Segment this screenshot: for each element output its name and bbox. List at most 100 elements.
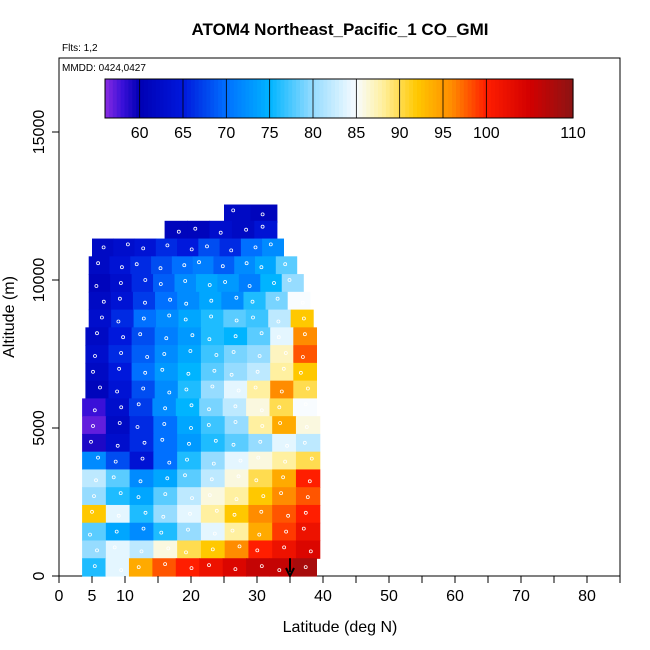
heat-cell bbox=[153, 433, 178, 453]
sample-point bbox=[298, 370, 303, 375]
sample-point bbox=[189, 403, 194, 408]
heat-cell bbox=[108, 327, 133, 346]
heat-cell bbox=[260, 274, 283, 293]
heat-cell bbox=[82, 540, 107, 559]
sample-point bbox=[302, 440, 307, 445]
sample-point bbox=[277, 568, 282, 572]
sample-point bbox=[189, 247, 194, 252]
heat-cell bbox=[200, 487, 226, 506]
colorbar-swatch bbox=[491, 79, 496, 118]
heat-cell bbox=[82, 398, 107, 417]
sample-point bbox=[233, 404, 238, 409]
heat-cell bbox=[129, 433, 154, 453]
colorbar-swatch bbox=[198, 79, 204, 118]
heat-cell bbox=[200, 433, 226, 453]
sample-point bbox=[136, 495, 141, 500]
heat-cell bbox=[200, 380, 225, 399]
sample-point bbox=[113, 459, 118, 464]
heat-cell bbox=[246, 398, 271, 417]
colorbar-swatch bbox=[506, 79, 512, 118]
sample-point bbox=[236, 388, 241, 393]
heat-cell bbox=[177, 416, 202, 435]
heat-cell bbox=[82, 522, 107, 542]
heat-cell bbox=[240, 238, 263, 257]
heat-cell bbox=[177, 487, 202, 506]
heat-cell bbox=[200, 345, 225, 364]
sample-point bbox=[119, 405, 124, 410]
sample-point bbox=[207, 407, 211, 412]
colorbar-tick-label: 75 bbox=[261, 125, 279, 142]
heat-cell bbox=[268, 309, 292, 328]
colorbar-swatch bbox=[350, 79, 356, 118]
heat-cell bbox=[224, 380, 248, 399]
sample-point bbox=[277, 405, 282, 410]
sample-point bbox=[233, 334, 238, 339]
sample-point bbox=[158, 266, 163, 271]
colorbar-swatch bbox=[272, 79, 278, 118]
heat-cell bbox=[177, 238, 199, 257]
heat-cell bbox=[224, 487, 250, 506]
heat-cell bbox=[265, 291, 289, 311]
heat-cell bbox=[85, 327, 110, 346]
sample-point bbox=[230, 528, 235, 533]
heat-cell bbox=[128, 398, 153, 417]
sample-point bbox=[167, 460, 172, 465]
sample-point bbox=[164, 336, 169, 341]
sample-point bbox=[100, 315, 104, 320]
sample-point bbox=[247, 284, 252, 288]
heat-cell bbox=[130, 256, 152, 275]
colorbar-swatch bbox=[311, 79, 317, 118]
x-tick-label: 60 bbox=[446, 588, 464, 605]
sample-point bbox=[259, 509, 264, 514]
sample-point bbox=[95, 548, 99, 553]
sample-point bbox=[159, 530, 164, 535]
heat-cell bbox=[272, 416, 297, 435]
heat-cell bbox=[131, 274, 154, 293]
colorbar-swatch bbox=[405, 79, 410, 118]
colorbar-swatch bbox=[362, 79, 367, 118]
heat-cell bbox=[153, 504, 178, 524]
sample-point bbox=[138, 332, 143, 337]
sample-point bbox=[234, 318, 239, 323]
sample-point bbox=[163, 562, 168, 566]
heat-cell bbox=[105, 451, 131, 471]
colorbar-swatch bbox=[561, 79, 566, 118]
heat-cell bbox=[177, 540, 202, 559]
heat-cell bbox=[272, 451, 297, 471]
heat-cell bbox=[153, 274, 176, 293]
sample-point bbox=[161, 514, 166, 519]
sample-point bbox=[272, 281, 276, 285]
heat-cell bbox=[177, 345, 202, 364]
heat-cell bbox=[88, 309, 112, 328]
colorbar-swatch bbox=[186, 79, 192, 118]
heat-cell bbox=[272, 540, 297, 559]
colorbar-swatch bbox=[210, 79, 215, 118]
sample-point bbox=[143, 510, 148, 515]
sample-point bbox=[183, 473, 187, 478]
heat-cell bbox=[108, 380, 133, 399]
colorbar-swatch bbox=[218, 79, 223, 118]
heat-cell bbox=[248, 504, 273, 524]
sample-point bbox=[303, 565, 308, 569]
heat-cell bbox=[238, 274, 261, 293]
sample-point bbox=[166, 546, 171, 551]
colorbar-swatch bbox=[409, 79, 414, 118]
heat-cell bbox=[200, 362, 225, 382]
colorbar-swatch bbox=[303, 79, 309, 118]
heat-cell bbox=[177, 522, 202, 542]
sample-point bbox=[307, 479, 312, 484]
heat-cell bbox=[154, 345, 179, 364]
colorbar-swatch bbox=[222, 79, 227, 118]
colorbar-swatch bbox=[530, 79, 535, 118]
sample-point bbox=[163, 492, 168, 497]
sample-point bbox=[302, 332, 307, 337]
colorbar-swatch bbox=[428, 79, 434, 118]
sample-point bbox=[160, 367, 165, 372]
heat-cell bbox=[88, 291, 112, 311]
heat-cell bbox=[293, 362, 317, 382]
heat-cell bbox=[154, 362, 179, 382]
colorbar-swatch bbox=[175, 79, 180, 118]
colorbar-swatch bbox=[136, 79, 141, 118]
heat-cell bbox=[153, 487, 178, 506]
colorbar-swatch bbox=[467, 79, 473, 118]
